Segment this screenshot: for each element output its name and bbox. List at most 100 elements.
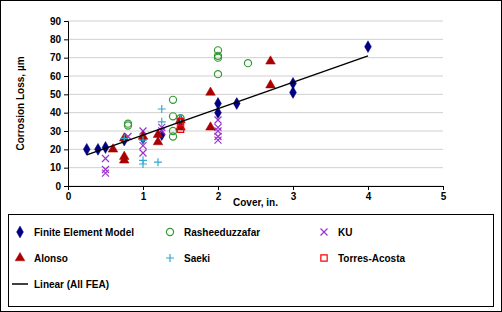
legend-swatch (15, 252, 25, 260)
point (124, 120, 131, 127)
legend-swatch (321, 229, 328, 236)
y-tick: 30 (50, 126, 68, 137)
point (177, 126, 183, 132)
point (266, 56, 276, 64)
point (119, 155, 129, 163)
legend-swatch (321, 255, 327, 261)
point (215, 137, 222, 144)
grid-line (68, 21, 443, 22)
legend-swatch (166, 254, 174, 262)
point (214, 71, 221, 78)
legend-label: Torres-Acosta (338, 253, 405, 264)
point (206, 122, 216, 130)
y-tick-label: 0 (55, 181, 61, 192)
y-tick: 50 (50, 89, 68, 100)
y-tick-mark (64, 186, 68, 187)
y-tick: 20 (50, 144, 68, 155)
y-tick-mark (64, 58, 68, 59)
y-axis-title: Corrosion Loss, µm (15, 56, 26, 150)
y-tick-label: 90 (50, 16, 62, 27)
series-points (102, 117, 222, 177)
x-tick-label: 4 (366, 191, 372, 202)
y-tick-mark (64, 131, 68, 132)
y-tick: 10 (50, 162, 68, 173)
y-tick-mark (64, 39, 68, 40)
y-tick-label: 10 (50, 162, 62, 173)
x-tick: 5 (441, 186, 447, 202)
x-tick-label: 1 (141, 191, 147, 202)
grid (68, 21, 443, 186)
legend-label: Rasheeduzzafar (184, 227, 260, 238)
legend-item: Alonso (15, 252, 68, 263)
y-tick: 60 (50, 71, 68, 82)
point (169, 113, 176, 120)
grid-line (68, 149, 443, 150)
series-points (108, 56, 275, 163)
point (215, 117, 222, 124)
legend-label: Finite Element Model (34, 227, 134, 238)
chart: 0123450102030405060708090Cover, in.Corro… (0, 0, 502, 312)
point (102, 155, 109, 162)
plot-area (83, 41, 371, 177)
grid-line (68, 57, 443, 58)
x-tick-mark (143, 186, 144, 190)
y-tick: 70 (50, 52, 68, 63)
legend-swatch (12, 283, 28, 285)
y-tick-mark (64, 21, 68, 22)
y-tick-label: 50 (50, 89, 62, 100)
legend-item: KU (321, 227, 353, 238)
y-tick: 0 (55, 181, 68, 192)
point (158, 105, 166, 113)
x-tick: 2 (216, 186, 222, 202)
legend-label: KU (338, 227, 352, 238)
point (140, 150, 147, 157)
x-tick-mark (218, 186, 219, 190)
legend: Finite Element Model Rasheeduzzafar KU Alon… (9, 215, 494, 307)
x-tick: 0 (66, 186, 72, 202)
point (169, 96, 176, 103)
x-tick: 4 (366, 186, 372, 202)
trend-line (87, 56, 368, 155)
point (169, 133, 176, 140)
legend-swatch (166, 228, 173, 235)
y-axis-line (64, 22, 69, 187)
y-tick-label: 70 (50, 52, 62, 63)
legend-label: Alonso (34, 253, 68, 264)
y-tick-mark (64, 76, 68, 77)
legend-item: Torres-Acosta (321, 253, 406, 264)
grid-line (68, 76, 443, 77)
legend-label: Linear (All FEA) (34, 279, 109, 290)
series-points (120, 105, 184, 168)
grid-line (68, 167, 443, 168)
y-tick-mark (64, 168, 68, 169)
point (214, 52, 221, 59)
y-tick-label: 60 (50, 71, 62, 82)
x-tick-label: 0 (66, 191, 72, 202)
x-tick-mark (443, 186, 444, 190)
point (124, 122, 131, 129)
y-axis: 0 10 20 30 40 50 60 70 80 90 (50, 16, 69, 192)
y-tick-mark (64, 113, 68, 114)
point (139, 160, 147, 168)
y-tick-label: 20 (50, 144, 62, 155)
point (244, 60, 251, 67)
point (215, 124, 222, 131)
point (139, 136, 147, 144)
y-tick: 40 (50, 107, 68, 118)
point (102, 170, 109, 177)
x-axis-line (69, 187, 444, 191)
point (214, 54, 221, 61)
grid-line (68, 39, 443, 40)
legend-box (9, 215, 494, 307)
point (158, 118, 166, 126)
legend-label: Saeki (184, 253, 210, 264)
point (266, 80, 276, 88)
grid-line (68, 131, 443, 132)
point (154, 158, 162, 166)
y-tick-mark (64, 149, 68, 150)
grid-line (68, 112, 443, 113)
legend-swatch (17, 226, 24, 238)
x-tick-mark (368, 186, 369, 190)
point (206, 87, 216, 95)
y-tick: 80 (50, 34, 68, 45)
